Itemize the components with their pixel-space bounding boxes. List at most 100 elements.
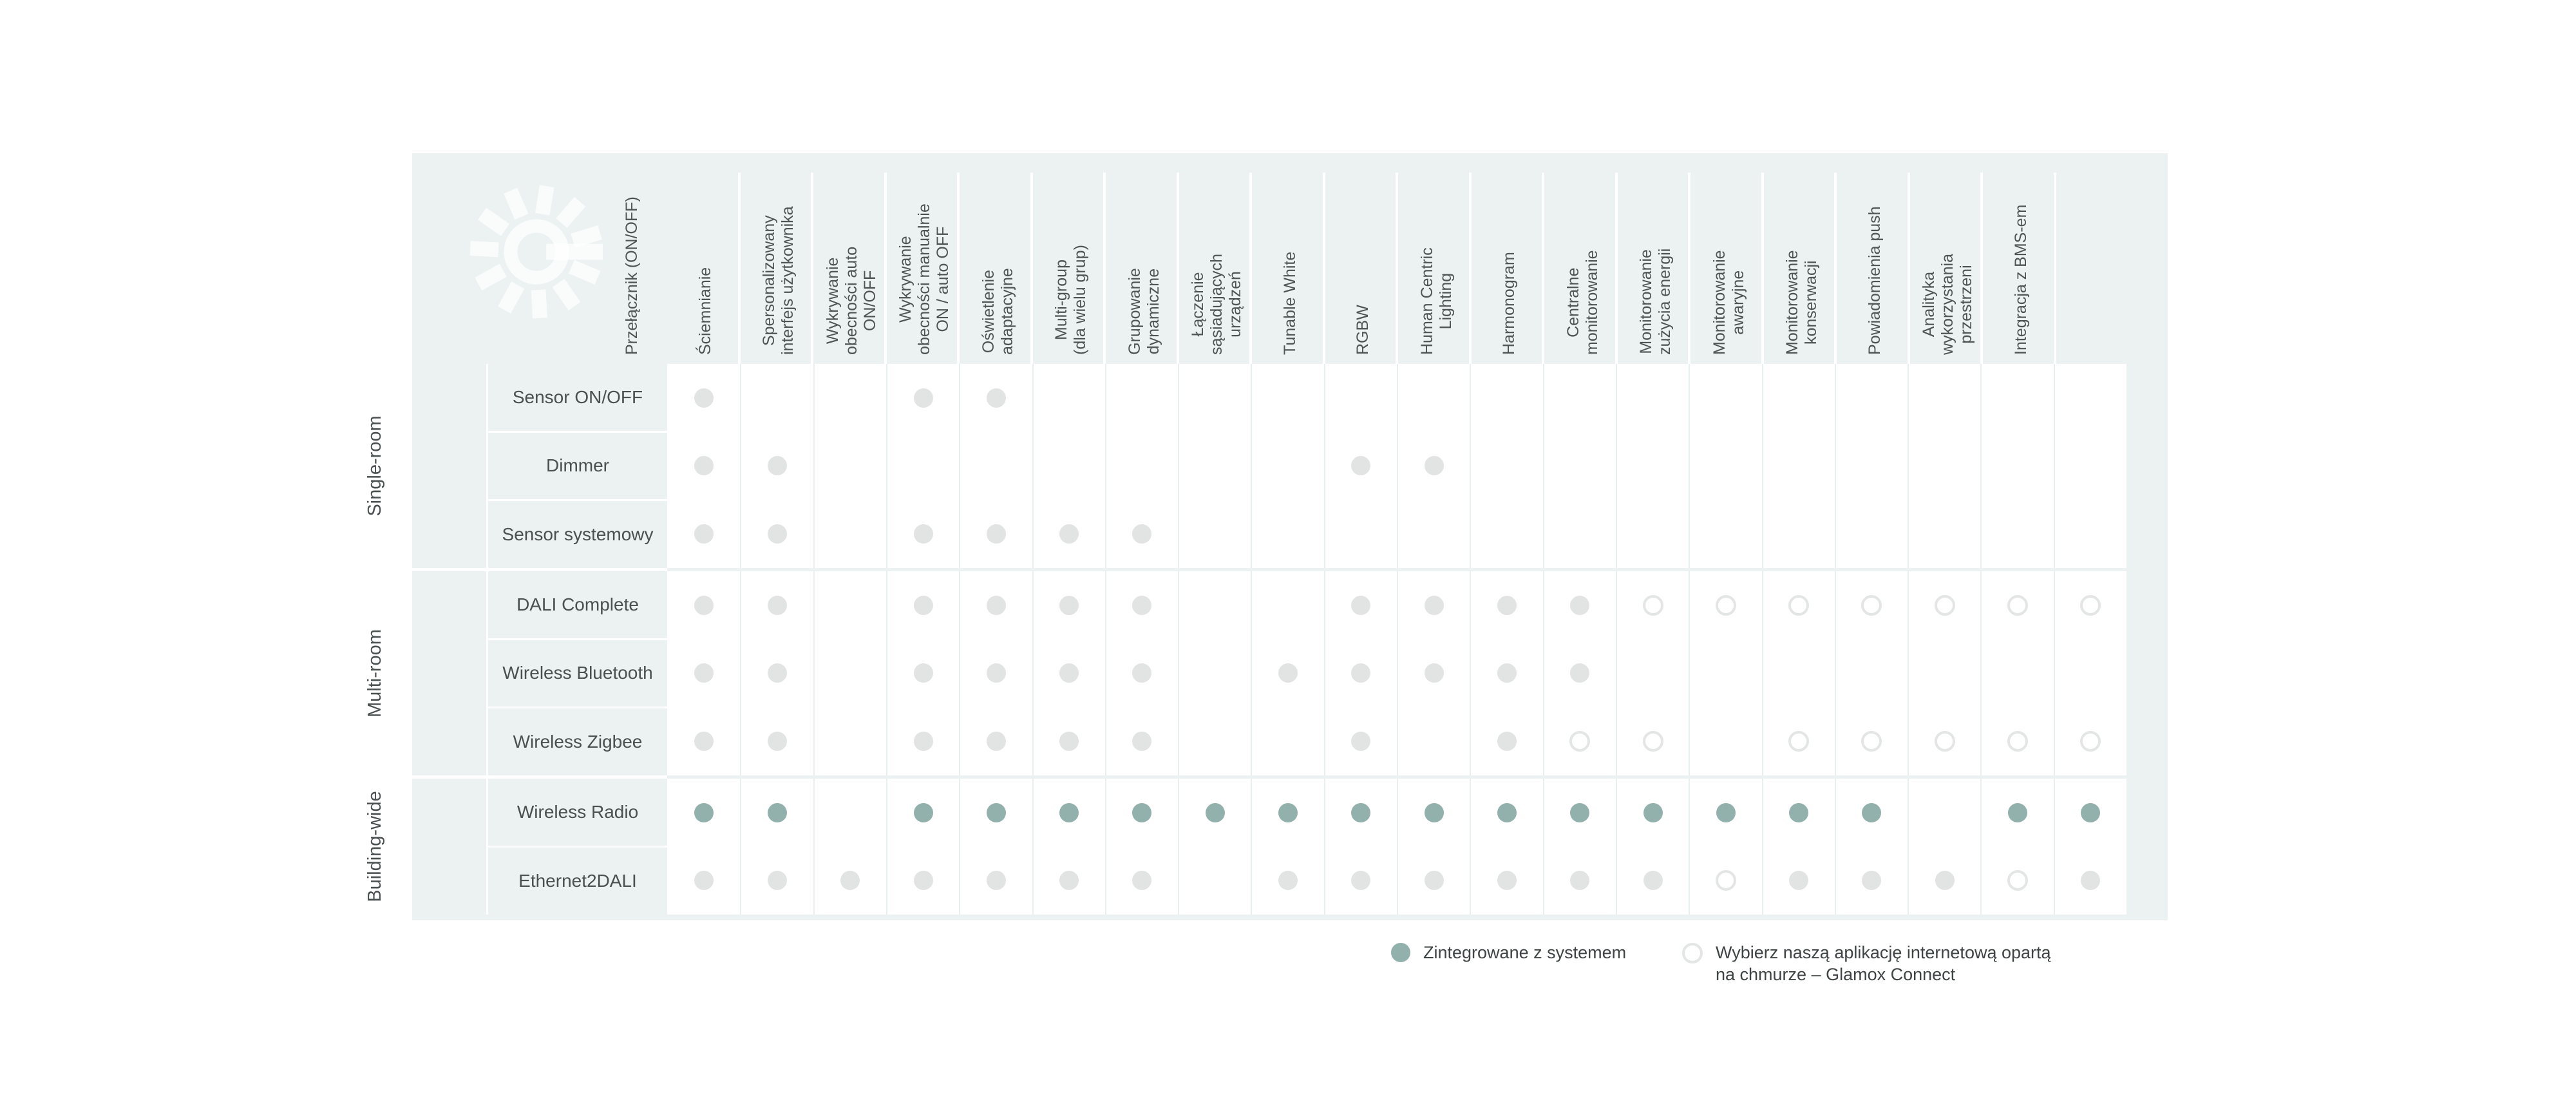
matrix-cell	[2053, 431, 2126, 500]
column-header-label: Łączenie sąsiadujących urządzeń	[1189, 253, 1244, 355]
column-header: Multi-group (dla wielu grup)	[1052, 173, 1177, 364]
matrix-cell	[1470, 707, 1542, 775]
feature-dot	[1132, 871, 1152, 891]
column-header-rotator: Human Centric Lighting	[1401, 179, 1472, 364]
feature-dot	[1935, 871, 1955, 891]
matrix-cell	[1032, 846, 1105, 915]
column-header: Tunable White	[1281, 173, 1396, 364]
matrix-cell	[959, 779, 1032, 847]
matrix-cell	[1323, 846, 1397, 915]
cloud-option-dot	[2007, 731, 2029, 752]
matrix-cell	[886, 707, 959, 775]
matrix-cell	[1032, 639, 1105, 708]
matrix-cell	[1251, 364, 1323, 432]
matrix-cell	[1251, 639, 1323, 708]
matrix-cell	[2053, 571, 2126, 640]
matrix-cell	[1761, 707, 1835, 775]
matrix-cell	[667, 779, 740, 847]
matrix-cell	[959, 639, 1032, 708]
matrix-cell	[1542, 639, 1616, 708]
feature-dot	[913, 595, 933, 615]
feature-dot	[1059, 595, 1079, 615]
group-cell: Building-wide	[365, 779, 486, 915]
feature-dot	[767, 524, 787, 544]
cloud-option-dot	[1715, 870, 1736, 891]
feature-dot	[913, 524, 933, 544]
row-labels: DALI Complete Wireless Bluetooth Wireless …	[488, 571, 667, 775]
integrated-dot	[913, 802, 933, 822]
column-header-label: Spersonalizowany interfejs użytkownika	[759, 206, 797, 355]
feature-dot	[694, 524, 714, 544]
cloud-option-dot	[1934, 731, 1955, 752]
cloud-option-dot	[2080, 731, 2101, 752]
feature-dot	[986, 871, 1006, 891]
feature-dot	[2081, 871, 2101, 891]
column-header-label: Oświetlenie adaptacyjne	[979, 268, 1016, 355]
feature-dot	[913, 663, 933, 683]
column-header: Spersonalizowany interfejs użytkownika	[760, 173, 884, 364]
column-header-label: Monitorowanie konserwacji	[1783, 250, 1820, 355]
column-header-label: Przełącznik (ON/OFF)	[623, 196, 641, 355]
matrix-cell	[1397, 431, 1470, 500]
matrix-cell	[959, 707, 1032, 775]
matrix-cell	[1397, 779, 1470, 847]
feature-dot	[1497, 663, 1517, 683]
feature-dot	[1351, 595, 1371, 615]
feature-dot	[1059, 871, 1079, 891]
matrix-cell	[2053, 846, 2126, 915]
feature-dot	[1497, 732, 1517, 752]
column-header-rotator: Grupowanie dynamiczne	[1109, 179, 1179, 364]
matrix-cell	[1178, 707, 1251, 775]
matrix-cell	[1542, 431, 1616, 500]
matrix-cell	[1251, 846, 1323, 915]
integrated-dot	[1205, 802, 1225, 822]
matrix-cell	[959, 431, 1032, 500]
matrix-cell	[1470, 779, 1542, 847]
matrix-cell	[813, 707, 886, 775]
column-header-rotator: Przełącznik (ON/OFF)	[597, 179, 667, 364]
matrix-cell	[813, 639, 886, 708]
feature-dot	[1132, 732, 1152, 752]
integrated-dot	[1059, 802, 1079, 822]
matrix-cell	[1834, 846, 1908, 915]
cloud-option-dot	[2080, 594, 2101, 616]
matrix-cell	[1323, 364, 1397, 432]
matrix-cell	[1470, 364, 1542, 432]
cloud-option-dot	[1788, 731, 1810, 752]
matrix-cell	[813, 364, 886, 432]
column-header-rotator: Monitorowanie zużycia energii	[1620, 179, 1690, 364]
matrix-cell	[740, 500, 813, 568]
feature-dot	[1497, 595, 1517, 615]
group-label: Multi-room	[365, 629, 385, 717]
group-cell: Single-room	[365, 364, 486, 568]
cloud-option-dot	[1642, 594, 1663, 616]
matrix-cell	[1834, 431, 1908, 500]
matrix-cell	[1689, 431, 1761, 500]
matrix-cell	[1104, 500, 1178, 568]
matrix-cell	[1104, 431, 1178, 500]
integrated-dot	[986, 802, 1006, 822]
matrix-cell	[959, 364, 1032, 432]
matrix-cell	[667, 847, 740, 915]
matrix-cell	[1323, 779, 1397, 847]
column-header: Oświetlenie adaptacyjne	[979, 173, 1103, 364]
row-label: Sensor ON/OFF	[488, 364, 667, 431]
column-header: Powiadomienia push	[1866, 173, 1980, 364]
feature-dot	[1424, 663, 1444, 683]
matrix-cell	[1761, 571, 1835, 640]
column-header-rotator: Oświetlenie adaptacyjne	[963, 179, 1033, 364]
column-header: RGBW	[1354, 173, 1469, 364]
integrated-dot	[1351, 802, 1371, 822]
matrix-cell	[1542, 779, 1616, 847]
cloud-option-dot-icon	[1682, 943, 1703, 963]
matrix-cell	[1032, 431, 1105, 500]
matrix-cell	[1542, 500, 1616, 568]
feature-dot	[1278, 871, 1298, 891]
matrix-cell	[1542, 364, 1616, 432]
feature-dot	[694, 663, 714, 683]
matrix-cell	[1470, 500, 1542, 568]
column-header-rotator: Monitorowanie konserwacji	[1766, 179, 1837, 364]
feature-dot	[1351, 663, 1371, 683]
column-header: Analityka wykorzystania przestrzeni	[1920, 173, 2054, 364]
integrated-dot	[1789, 802, 1809, 822]
